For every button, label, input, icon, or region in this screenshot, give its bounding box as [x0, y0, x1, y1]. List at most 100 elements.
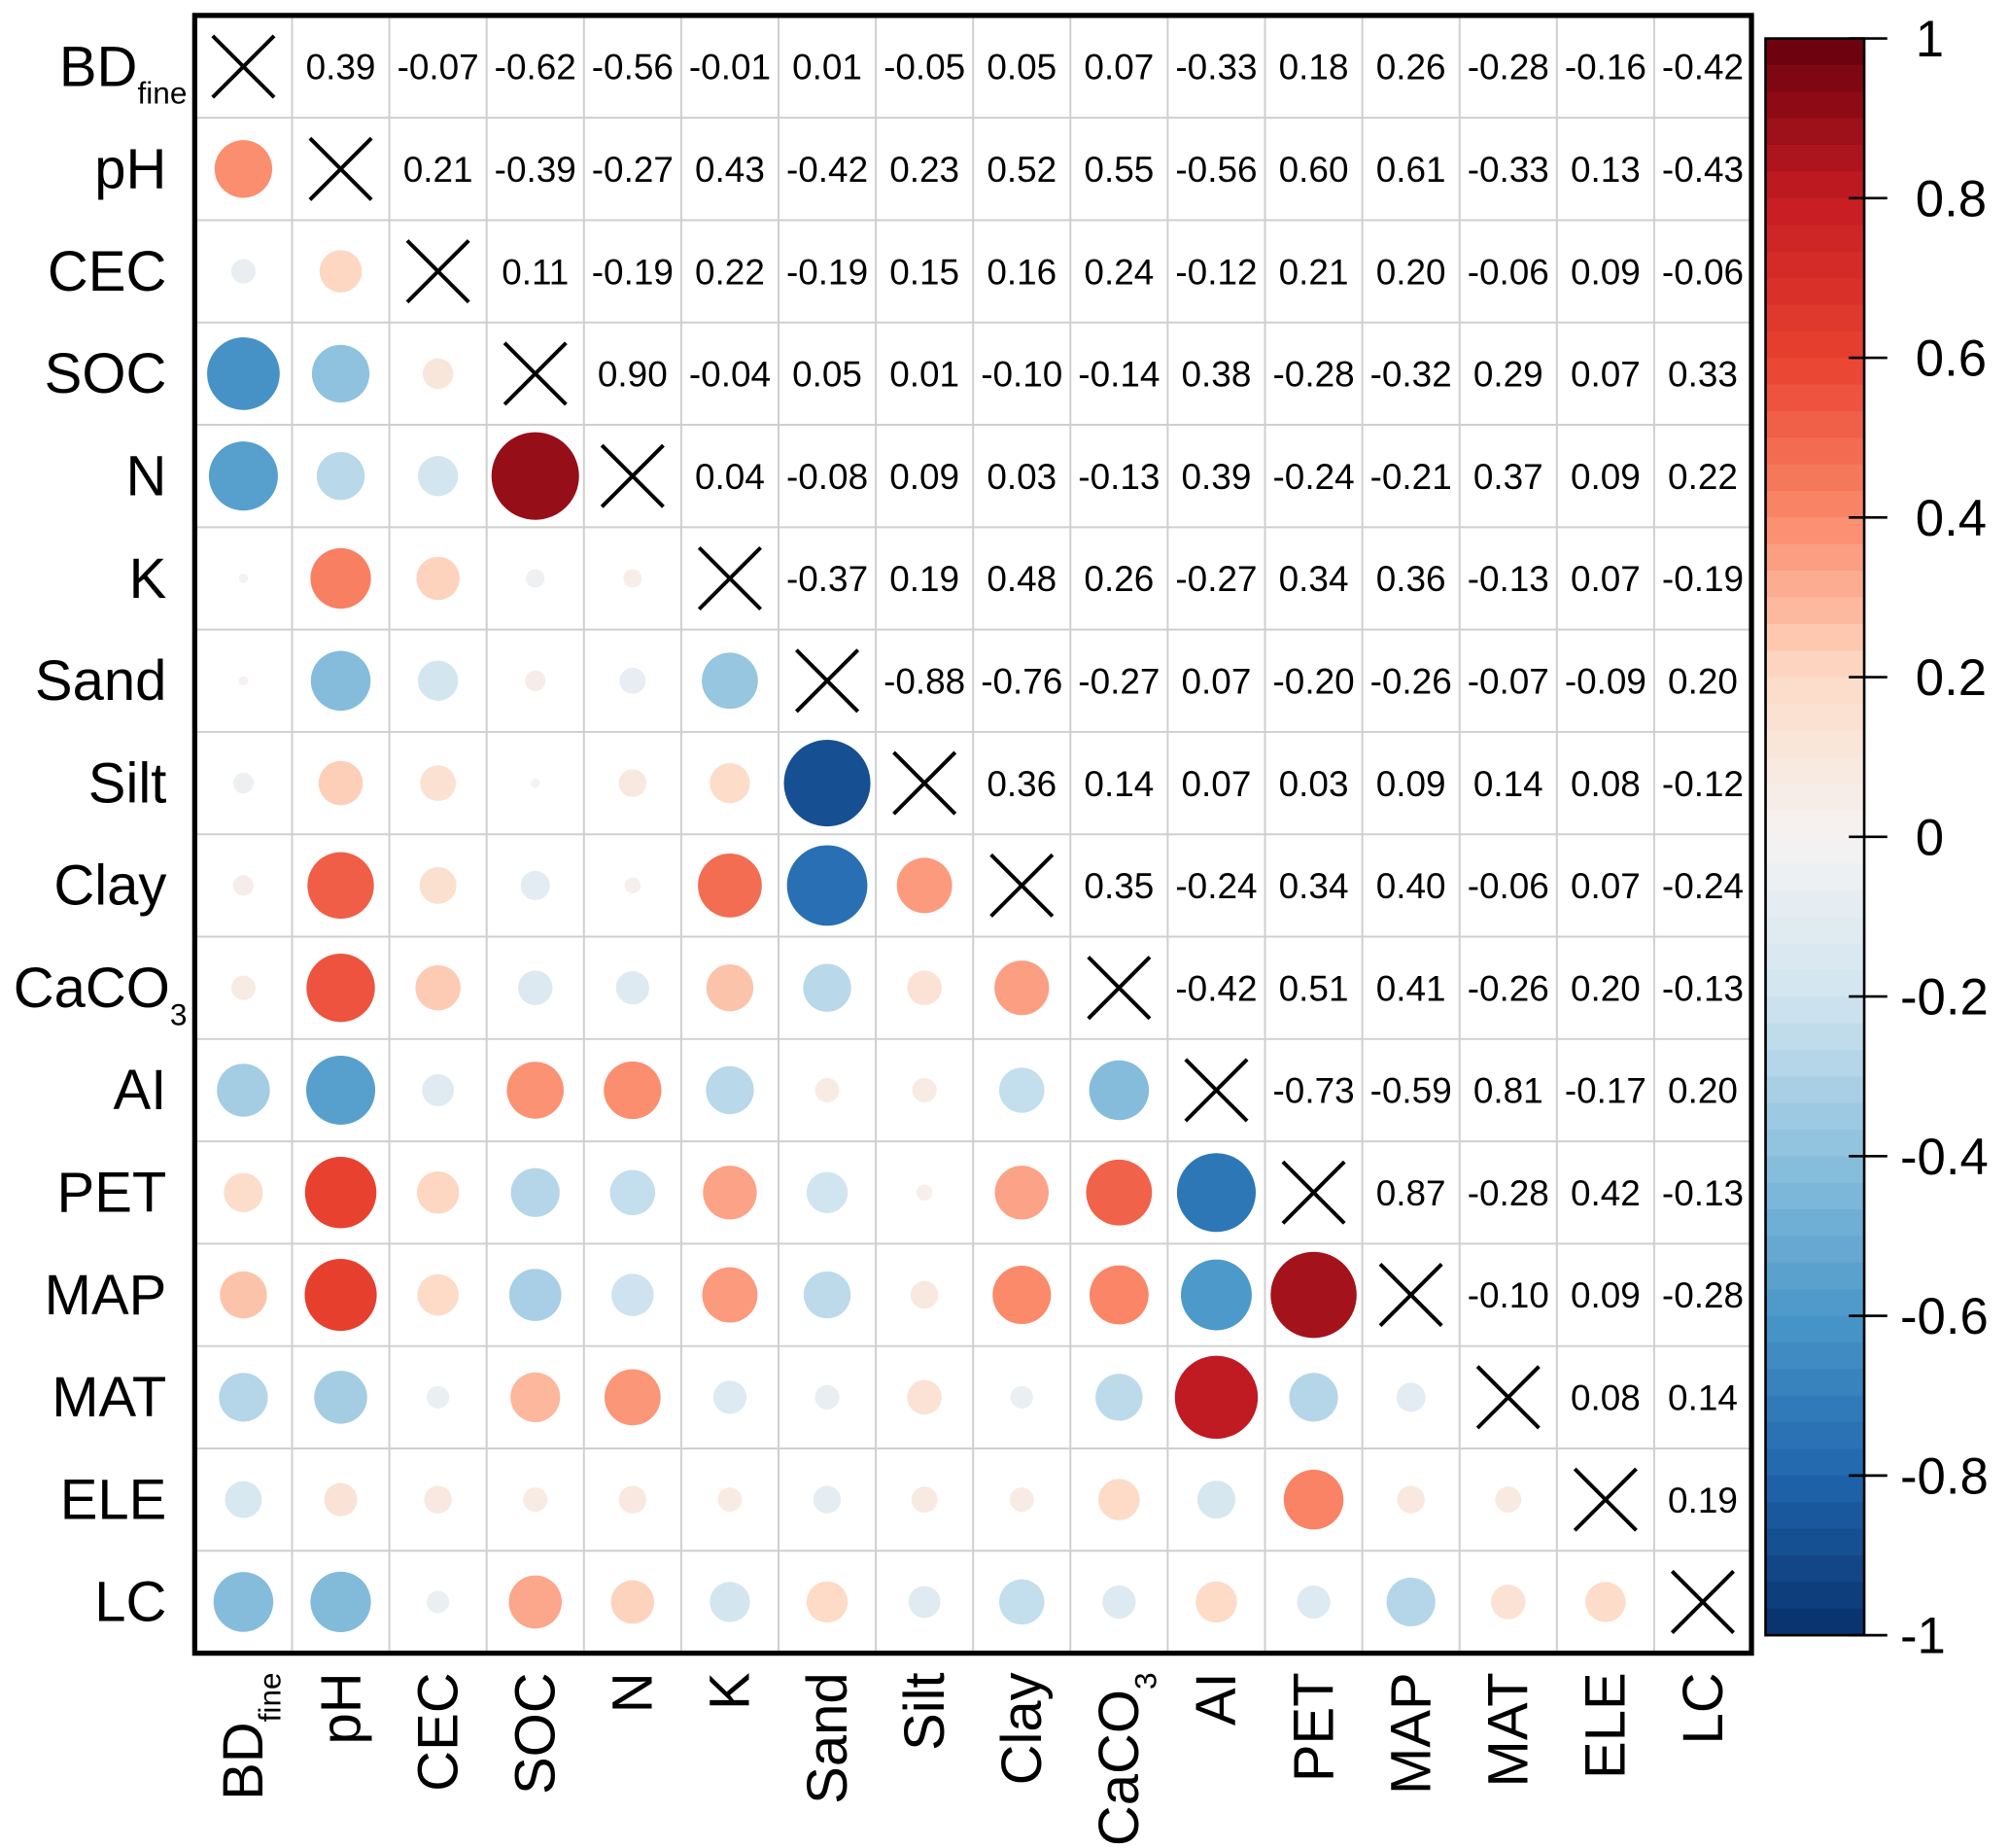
correlation-label: -0.06 [1662, 252, 1744, 292]
correlation-circle [1297, 1585, 1331, 1620]
correlation-label: -0.07 [1468, 661, 1549, 701]
correlation-label: 0.11 [502, 252, 569, 292]
correlation-circle [238, 574, 249, 583]
correlation-circle [419, 866, 457, 904]
correlation-label: 0.23 [889, 150, 959, 190]
correlation-label: -0.24 [1662, 866, 1744, 906]
diagonal-cross-mark [600, 443, 665, 508]
colorbar-segment [1765, 597, 1865, 625]
correlation-circle [224, 1172, 263, 1212]
colorbar-tick-label: 0.8 [1916, 170, 1987, 227]
correlation-label: 0.09 [1571, 1275, 1641, 1315]
correlation-circle [908, 1586, 941, 1619]
correlation-label: -0.07 [398, 48, 479, 87]
correlation-circle [698, 853, 762, 918]
colorbar-segment [1765, 1342, 1865, 1371]
colorbar-segment [1765, 1395, 1865, 1423]
colorbar-segment [1765, 331, 1865, 359]
correlation-circle [424, 1485, 452, 1514]
correlation-label: 0.40 [1376, 866, 1446, 906]
correlation-label: -0.42 [786, 150, 868, 190]
correlation-label: -0.08 [786, 457, 868, 497]
correlation-label: 0.26 [1376, 48, 1446, 87]
column-label: AI [1185, 1672, 1248, 1726]
correlation-circle [225, 1481, 262, 1518]
correlation-label: 0.48 [987, 559, 1056, 599]
colorbar-segment [1765, 836, 1865, 865]
correlation-label: 0.33 [1668, 355, 1738, 395]
colorbar-segment [1765, 277, 1865, 306]
correlation-label: 0.87 [1376, 1173, 1446, 1213]
column-label: pH [309, 1672, 372, 1744]
correlation-circle [307, 852, 374, 920]
correlation-circle [814, 1077, 840, 1103]
correlation-label: -0.56 [592, 48, 674, 87]
correlation-circle [422, 358, 454, 390]
correlation-label: 0.07 [1571, 355, 1641, 395]
correlation-label: -0.28 [1662, 1275, 1744, 1315]
correlation-label: 0.36 [987, 764, 1056, 804]
correlation-label: 0.19 [1668, 1481, 1738, 1520]
colorbar-segment [1765, 623, 1865, 652]
correlation-label: 0.21 [403, 150, 473, 190]
plot-frame [191, 13, 1754, 1656]
colorbar-segment [1765, 410, 1865, 439]
correlation-circle [311, 344, 370, 403]
correlation-circle [310, 1571, 371, 1633]
colorbar-segment [1765, 1156, 1865, 1184]
colorbar-segment [1765, 437, 1865, 466]
correlation-circle [213, 1572, 274, 1632]
correlation-circle [427, 1590, 450, 1614]
correlation-circle [1585, 1582, 1626, 1622]
correlation-label: 0.09 [889, 457, 959, 497]
diagonal-cross-mark [1670, 1569, 1736, 1634]
colorbar-segment [1765, 1528, 1865, 1556]
correlation-label: 0.16 [987, 252, 1056, 292]
correlation-circle [306, 1055, 376, 1125]
column-label: Clay [990, 1672, 1054, 1785]
diagonal-cross-mark [1475, 1365, 1541, 1430]
correlation-circle [1098, 1479, 1140, 1520]
correlation-label: -0.37 [786, 559, 868, 599]
correlation-label: -0.88 [883, 661, 965, 701]
colorbar-segment [1765, 171, 1865, 199]
correlation-circle [703, 1166, 757, 1220]
correlation-circle [912, 1077, 937, 1103]
colorbar-segment [1765, 1102, 1865, 1131]
colorbar-segment [1765, 1289, 1865, 1317]
colorbar-segment [1765, 677, 1865, 705]
correlation-label: 0.04 [695, 457, 765, 497]
correlation-circle [506, 1062, 564, 1119]
diagonal-cross-mark [1087, 956, 1152, 1021]
row-label: AI [114, 1059, 167, 1122]
correlation-circle [710, 762, 750, 804]
row-labels: BDfine pH CEC SOC NK Sand Silt Clay CaCO3 AI PET MA… [14, 35, 188, 1633]
correlation-circle [702, 652, 758, 710]
correlation-label: -0.56 [1175, 150, 1257, 190]
correlation-label: -0.14 [1078, 355, 1160, 395]
correlation-label: -0.10 [1468, 1275, 1549, 1315]
correlation-label: 0.90 [598, 355, 668, 395]
row-label: PET [57, 1162, 167, 1225]
correlation-label: 0.38 [1182, 355, 1252, 395]
correlation-circle [1095, 1374, 1143, 1421]
correlation-label: -0.05 [883, 48, 965, 87]
correlation-label: -0.09 [1565, 661, 1646, 701]
correlation-circle [786, 845, 868, 926]
colorbar-segment [1765, 464, 1865, 492]
correlation-circle [523, 1487, 548, 1513]
correlation-circle [814, 1384, 840, 1410]
correlation-label: 0.42 [1571, 1173, 1641, 1213]
correlation-label: -0.19 [786, 252, 868, 292]
correlation-label: 0.20 [1571, 968, 1641, 1008]
correlation-label: 0.08 [1571, 764, 1641, 804]
colorbar-segment [1765, 384, 1865, 412]
correlation-circle [238, 676, 249, 686]
colorbar-segment [1765, 650, 1865, 679]
correlation-label: -0.73 [1273, 1071, 1355, 1111]
correlation-circle [1495, 1486, 1522, 1514]
column-label: BDfine [212, 1672, 287, 1800]
correlation-circle [427, 1385, 450, 1409]
correlation-label: 0.14 [1473, 764, 1543, 804]
